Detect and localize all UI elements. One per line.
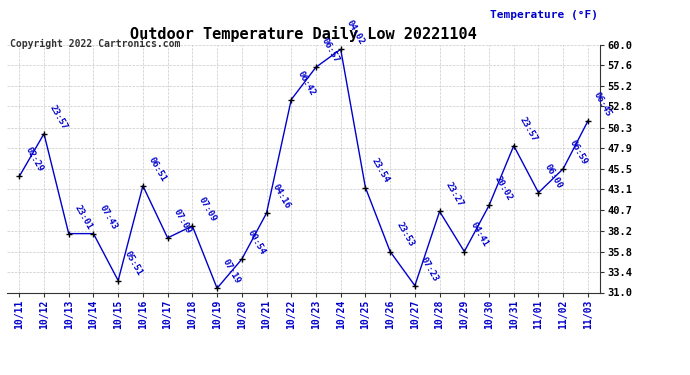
Text: 06:51: 06:51	[147, 155, 168, 183]
Text: 07:09: 07:09	[172, 207, 193, 235]
Text: 06:59: 06:59	[567, 138, 589, 166]
Text: 06:57: 06:57	[320, 37, 342, 64]
Text: 02:29: 02:29	[23, 146, 45, 174]
Text: 23:57: 23:57	[518, 115, 539, 143]
Text: 04:16: 04:16	[270, 183, 292, 210]
Text: 07:23: 07:23	[419, 255, 440, 283]
Text: 07:09: 07:09	[197, 195, 218, 223]
Text: 05:51: 05:51	[122, 250, 144, 278]
Text: 07:43: 07:43	[97, 203, 119, 231]
Title: Outdoor Temperature Daily Low 20221104: Outdoor Temperature Daily Low 20221104	[130, 27, 477, 42]
Text: 23:54: 23:54	[370, 157, 391, 185]
Text: 04:02: 04:02	[345, 19, 366, 46]
Text: 06:42: 06:42	[295, 69, 317, 97]
Text: 23:27: 23:27	[444, 181, 465, 209]
Text: Temperature (°F): Temperature (°F)	[489, 10, 598, 20]
Text: 06:45: 06:45	[592, 90, 613, 118]
Text: 20:02: 20:02	[493, 175, 515, 202]
Text: 00:54: 00:54	[246, 229, 267, 256]
Text: 23:01: 23:01	[73, 203, 94, 231]
Text: 07:19: 07:19	[221, 258, 242, 285]
Text: 06:00: 06:00	[542, 162, 564, 190]
Text: 23:57: 23:57	[48, 103, 70, 131]
Text: 04:41: 04:41	[469, 221, 490, 249]
Text: 23:53: 23:53	[394, 221, 415, 249]
Text: Copyright 2022 Cartronics.com: Copyright 2022 Cartronics.com	[10, 39, 181, 50]
